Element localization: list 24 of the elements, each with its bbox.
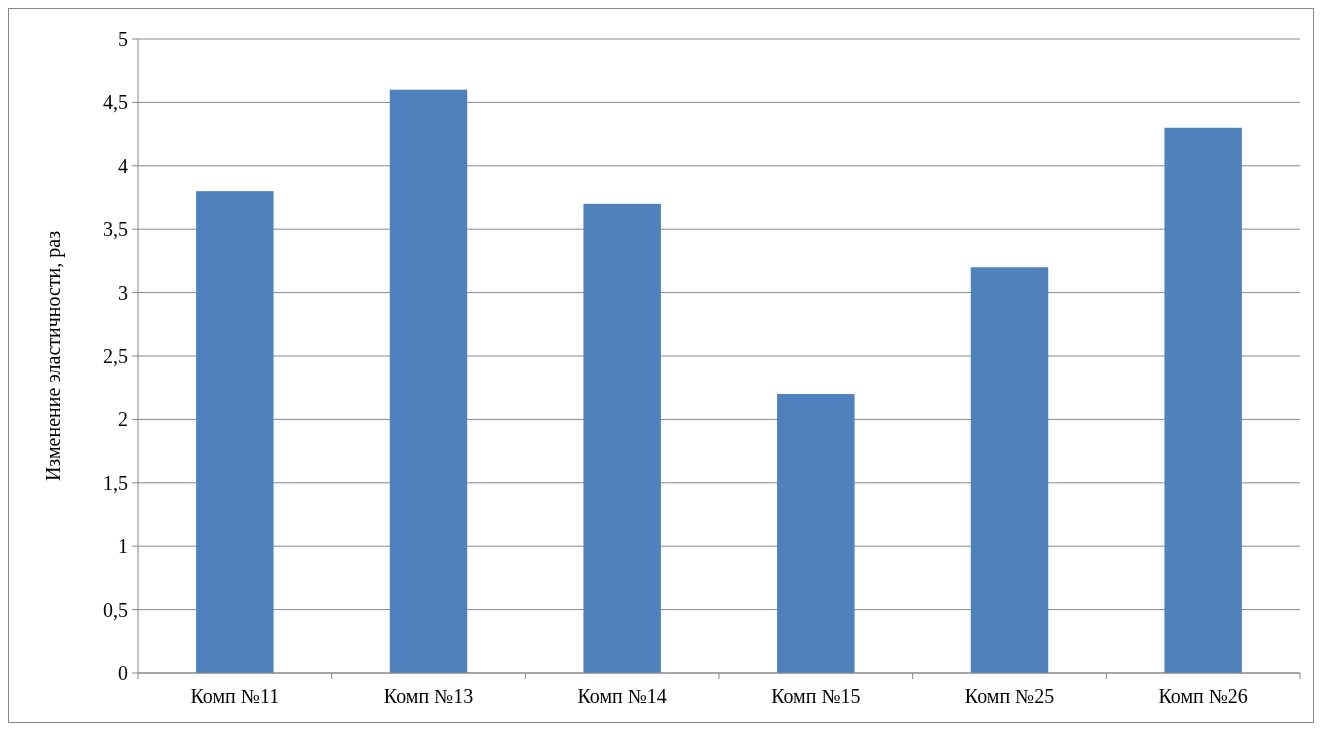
bar (389, 89, 468, 673)
bar (196, 191, 274, 673)
y-tick-label: 2 (118, 408, 128, 431)
x-tick-label: Комп №15 (771, 685, 861, 707)
y-axis-title: Изменение эластичности, раз (42, 230, 65, 482)
y-tick-label: 2,5 (103, 345, 128, 367)
x-tick-label: Комп №14 (577, 685, 667, 707)
y-tick-label: 0,5 (103, 598, 128, 621)
bar (777, 394, 855, 673)
x-tick-label: Комп №26 (1158, 685, 1248, 707)
x-tick-label: Комп №13 (383, 685, 474, 707)
y-tick-label: 4,5 (103, 91, 128, 114)
bar (583, 203, 661, 673)
y-tick-label: 4 (118, 154, 128, 177)
bar (970, 267, 1049, 673)
y-tick-label: 1 (118, 535, 128, 558)
y-tick-label: 3 (118, 281, 128, 304)
bar (1164, 127, 1242, 673)
y-tick-label: 1,5 (103, 471, 128, 494)
x-tick-label: Комп №25 (964, 685, 1055, 707)
y-tick-label: 3,5 (103, 218, 128, 241)
y-tick-label: 0 (118, 662, 128, 684)
x-tick-label: Комп №11 (190, 685, 280, 707)
y-tick-label: 5 (118, 28, 128, 50)
